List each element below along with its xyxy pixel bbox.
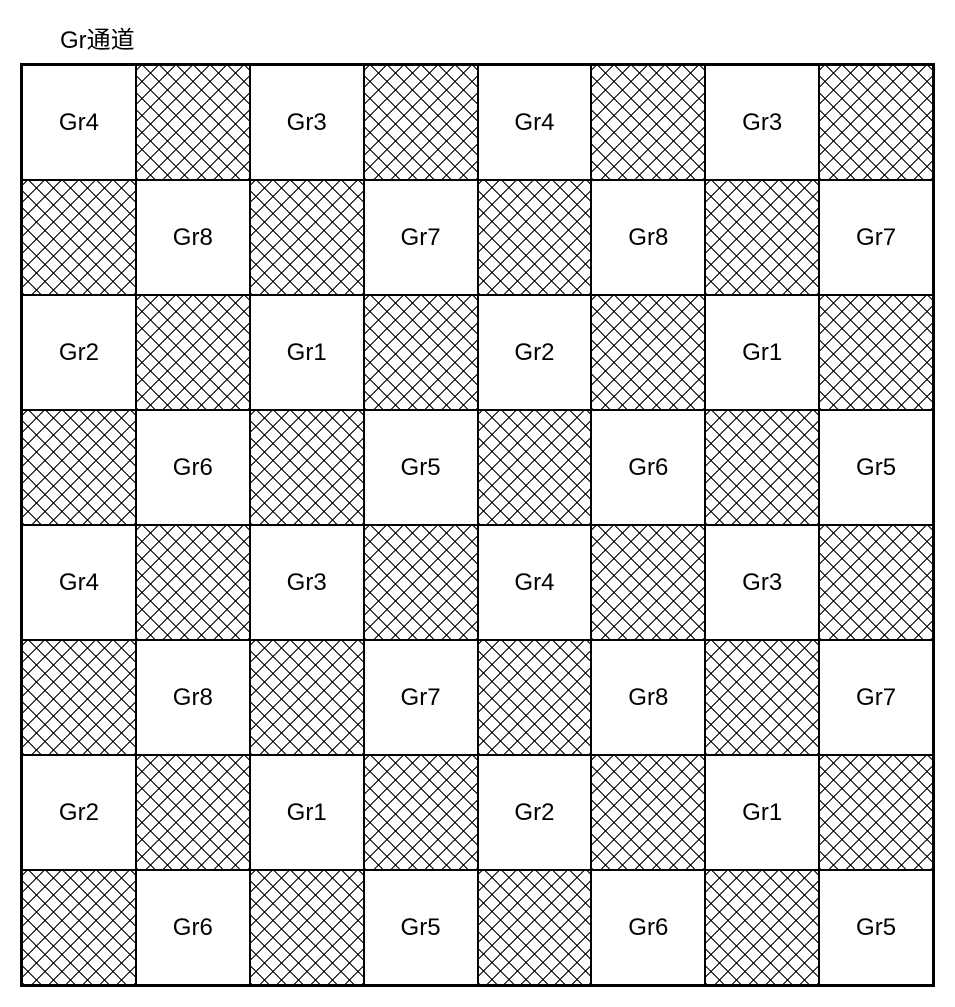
cell-label: Gr4 — [514, 109, 554, 137]
hatched-cell — [819, 755, 933, 870]
hatched-cell — [705, 180, 819, 295]
channel-cell: Gr2 — [478, 755, 592, 870]
channel-cell: Gr3 — [705, 65, 819, 180]
cell-label: Gr4 — [59, 109, 99, 137]
cell-label: Gr6 — [173, 914, 213, 942]
diagram-title: Gr通道 — [60, 20, 935, 55]
cell-label: Gr2 — [59, 339, 99, 367]
hatched-cell — [250, 640, 364, 755]
channel-cell: Gr4 — [478, 525, 592, 640]
cell-label: Gr6 — [628, 454, 668, 482]
channel-cell: Gr5 — [364, 870, 478, 985]
channel-cell: Gr8 — [136, 640, 250, 755]
channel-cell: Gr3 — [250, 525, 364, 640]
channel-cell: Gr8 — [136, 180, 250, 295]
hatched-cell — [250, 410, 364, 525]
hatched-cell — [364, 525, 478, 640]
hatched-cell — [22, 410, 136, 525]
channel-cell: Gr4 — [478, 65, 592, 180]
hatched-cell — [136, 755, 250, 870]
hatched-cell — [136, 65, 250, 180]
hatched-cell — [591, 65, 705, 180]
channel-cell: Gr3 — [250, 65, 364, 180]
cell-label: Gr8 — [173, 684, 213, 712]
hatched-cell — [478, 410, 592, 525]
hatched-cell — [819, 65, 933, 180]
cell-label: Gr8 — [628, 684, 668, 712]
cell-label: Gr2 — [514, 799, 554, 827]
hatched-cell — [22, 870, 136, 985]
cell-label: Gr1 — [742, 339, 782, 367]
channel-cell: Gr7 — [819, 180, 933, 295]
channel-cell: Gr3 — [705, 525, 819, 640]
hatched-cell — [478, 640, 592, 755]
cell-label: Gr7 — [401, 684, 441, 712]
channel-cell: Gr2 — [22, 295, 136, 410]
channel-cell: Gr7 — [364, 180, 478, 295]
hatched-cell — [250, 870, 364, 985]
cell-label: Gr2 — [59, 799, 99, 827]
cell-label: Gr5 — [856, 454, 896, 482]
channel-cell: Gr6 — [136, 410, 250, 525]
channel-cell: Gr2 — [478, 295, 592, 410]
hatched-cell — [22, 180, 136, 295]
cell-label: Gr1 — [287, 339, 327, 367]
hatched-cell — [705, 870, 819, 985]
hatched-cell — [705, 410, 819, 525]
hatched-cell — [250, 180, 364, 295]
channel-cell: Gr6 — [591, 870, 705, 985]
cell-label: Gr3 — [287, 569, 327, 597]
channel-cell: Gr6 — [136, 870, 250, 985]
hatched-cell — [22, 640, 136, 755]
channel-cell: Gr8 — [591, 180, 705, 295]
channel-cell: Gr4 — [22, 65, 136, 180]
cell-label: Gr6 — [173, 454, 213, 482]
channel-cell: Gr1 — [705, 755, 819, 870]
channel-cell: Gr5 — [819, 870, 933, 985]
channel-cell: Gr1 — [705, 295, 819, 410]
hatched-cell — [364, 65, 478, 180]
cell-label: Gr5 — [856, 914, 896, 942]
hatched-cell — [705, 640, 819, 755]
hatched-cell — [364, 755, 478, 870]
cell-label: Gr7 — [856, 224, 896, 252]
hatched-cell — [591, 295, 705, 410]
hatched-cell — [478, 870, 592, 985]
cell-label: Gr6 — [628, 914, 668, 942]
cell-label: Gr4 — [59, 569, 99, 597]
channel-cell: Gr5 — [364, 410, 478, 525]
cell-label: Gr3 — [742, 109, 782, 137]
diagram-container: Gr通道 Gr4Gr3Gr4Gr3Gr8Gr7Gr8Gr7Gr2Gr1Gr2Gr… — [20, 20, 935, 987]
channel-cell: Gr8 — [591, 640, 705, 755]
cell-label: Gr5 — [401, 914, 441, 942]
cell-label: Gr1 — [742, 799, 782, 827]
cell-label: Gr4 — [514, 569, 554, 597]
cell-label: Gr7 — [401, 224, 441, 252]
hatched-cell — [591, 525, 705, 640]
channel-cell: Gr2 — [22, 755, 136, 870]
cell-label: Gr8 — [628, 224, 668, 252]
hatched-cell — [478, 180, 592, 295]
cell-label: Gr2 — [514, 339, 554, 367]
cell-label: Gr3 — [742, 569, 782, 597]
cell-label: Gr8 — [173, 224, 213, 252]
hatched-cell — [136, 295, 250, 410]
hatched-cell — [819, 525, 933, 640]
cell-label: Gr1 — [287, 799, 327, 827]
cell-label: Gr3 — [287, 109, 327, 137]
channel-cell: Gr5 — [819, 410, 933, 525]
hatched-cell — [819, 295, 933, 410]
channel-cell: Gr1 — [250, 295, 364, 410]
hatched-cell — [136, 525, 250, 640]
channel-cell: Gr6 — [591, 410, 705, 525]
channel-cell: Gr4 — [22, 525, 136, 640]
cell-label: Gr5 — [401, 454, 441, 482]
hatched-cell — [591, 755, 705, 870]
channel-cell: Gr1 — [250, 755, 364, 870]
channel-cell: Gr7 — [364, 640, 478, 755]
channel-grid: Gr4 Gr3 Gr4 Gr3 Gr8 Gr7 Gr8 Gr7 Gr2 Gr1 Gr2 Gr1 Gr6 G… — [20, 63, 935, 987]
cell-label: Gr7 — [856, 684, 896, 712]
hatched-cell — [364, 295, 478, 410]
channel-cell: Gr7 — [819, 640, 933, 755]
